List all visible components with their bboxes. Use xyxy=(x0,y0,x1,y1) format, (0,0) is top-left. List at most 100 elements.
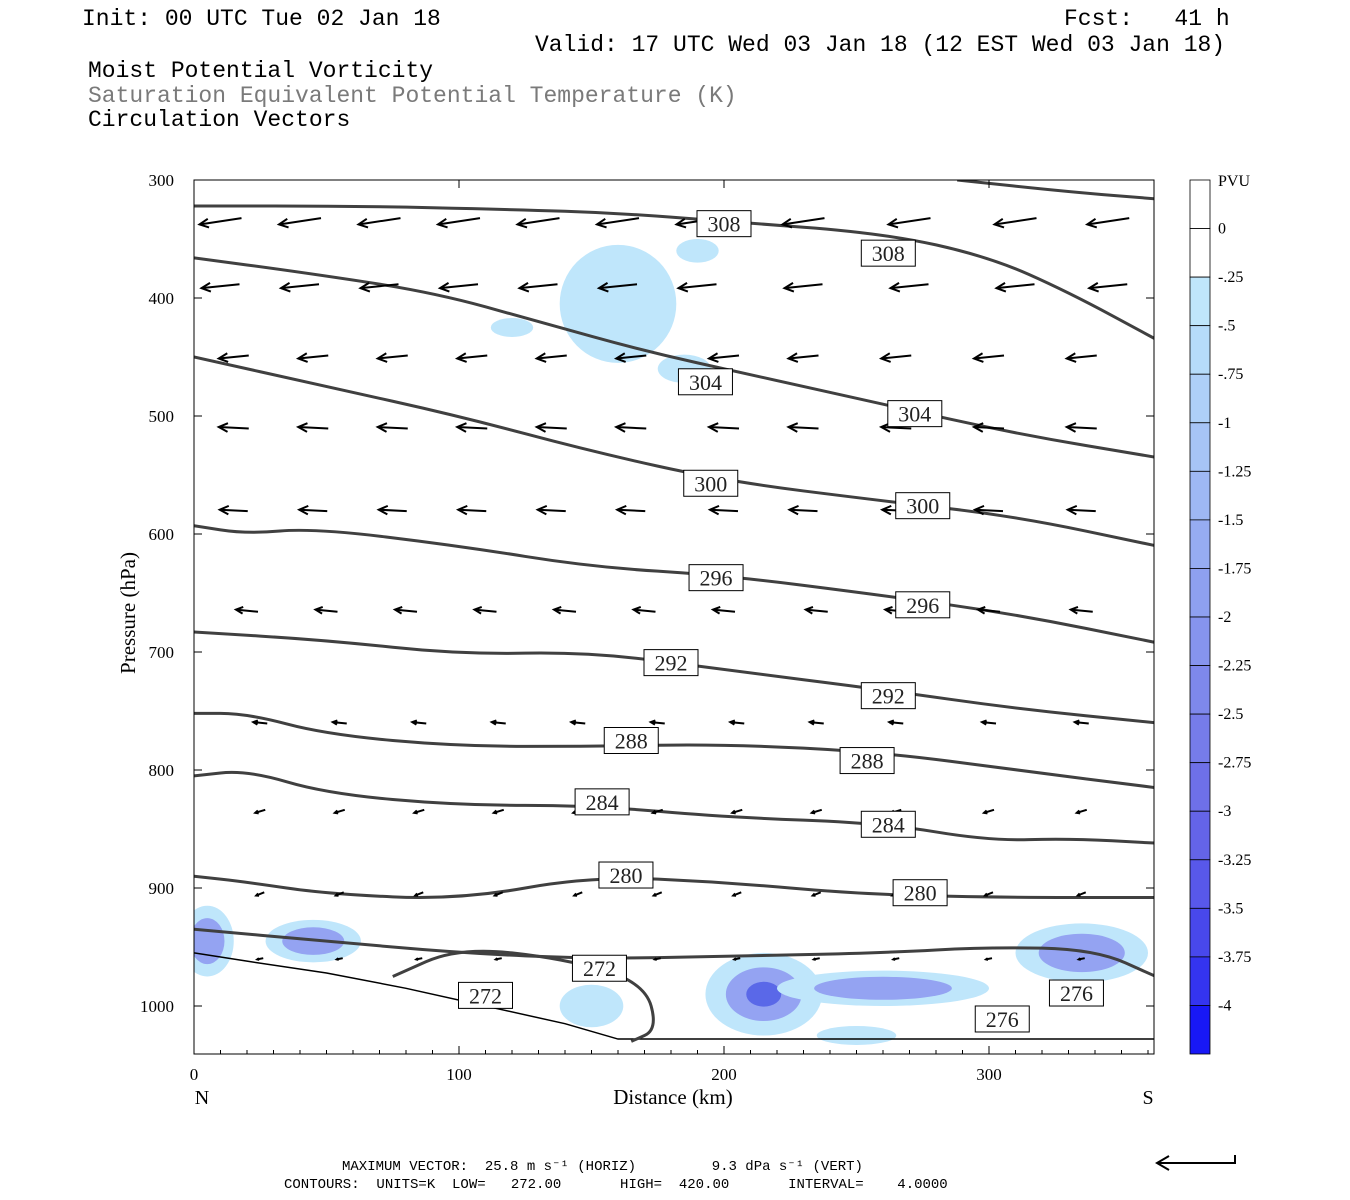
colorbar-swatch xyxy=(1189,373,1211,424)
contour-label-box xyxy=(860,682,916,710)
contour-label: 284 xyxy=(872,812,905,837)
circulation-vector-head xyxy=(489,719,497,726)
circulation-vector xyxy=(457,354,488,360)
circulation-vector-head xyxy=(217,504,230,516)
pv-region-8-1 xyxy=(814,976,952,1000)
contour-label: 296 xyxy=(700,566,733,591)
circulation-vector-head xyxy=(412,809,418,815)
colorbar-label: -3.5 xyxy=(1218,900,1243,917)
circulation-vector xyxy=(437,217,481,226)
circulation-vector-head xyxy=(787,504,799,516)
init-time: Init: 00 UTC Tue 02 Jan 18 xyxy=(82,6,441,32)
circulation-vector xyxy=(253,721,268,725)
contour-label-box xyxy=(892,879,948,907)
circulation-vector xyxy=(981,721,997,725)
circulation-vector xyxy=(616,354,647,360)
theta-contour-312 xyxy=(957,180,1154,201)
colorbar-swatch xyxy=(1189,762,1211,812)
circulation-vector xyxy=(1089,283,1128,290)
max-vector-arrow xyxy=(1157,1155,1236,1164)
y-axis-title: Pressure (hPa) xyxy=(116,552,140,674)
circulation-vector xyxy=(377,354,408,360)
circulation-vector xyxy=(280,283,320,290)
circulation-vector-head xyxy=(455,504,468,516)
circulation-vector-head xyxy=(535,504,548,516)
section-start-label: N xyxy=(195,1087,209,1109)
circulation-vector-head xyxy=(992,217,1005,229)
circulation-vector-head xyxy=(491,809,498,815)
circulation-vector-head xyxy=(596,282,609,293)
circulation-vector-head xyxy=(276,217,289,229)
colorbar-label: -3.75 xyxy=(1218,949,1251,966)
circulation-vector-head xyxy=(1086,282,1099,293)
circulation-vector xyxy=(457,426,488,430)
theta-contour-288 xyxy=(194,711,1154,789)
colorbar-swatch xyxy=(1189,325,1211,375)
circulation-vector-head xyxy=(1072,719,1080,726)
circulation-vector-head xyxy=(568,719,577,726)
x-tick-label: 300 xyxy=(976,1065,1002,1084)
circulation-vector xyxy=(439,283,479,290)
circulation-vector xyxy=(199,217,242,226)
theta-contour-300 xyxy=(194,355,1154,547)
colorbar-label: -1 xyxy=(1218,415,1231,432)
valid-time: Valid: 17 UTC Wed 03 Jan 18 (12 EST Wed … xyxy=(535,32,1226,58)
circulation-vector xyxy=(201,283,240,290)
circulation-vector-head xyxy=(731,892,737,897)
contour-label-box xyxy=(688,564,744,592)
circulation-vector xyxy=(235,608,259,613)
circulation-vector xyxy=(616,426,647,430)
circulation-vector xyxy=(412,721,427,725)
circulation-vector xyxy=(537,508,566,513)
circulation-vector xyxy=(553,608,577,613)
circulation-vector-head xyxy=(971,422,984,433)
colorbar-swatch xyxy=(1189,228,1211,278)
contour-label: 304 xyxy=(898,402,931,427)
contour-label: 308 xyxy=(872,241,905,266)
circulation-vector-head xyxy=(472,606,483,615)
contour-label-box xyxy=(895,492,951,520)
circulation-vector xyxy=(394,608,418,613)
circulation-vector-head xyxy=(413,892,419,897)
circulation-vector-head xyxy=(613,352,626,363)
contour-label: 300 xyxy=(906,494,939,519)
contour-label: 304 xyxy=(689,370,722,395)
circulation-vector-head xyxy=(254,957,260,961)
contour-label-box xyxy=(1048,979,1104,1007)
section-end-label: S xyxy=(1142,1087,1153,1109)
circulation-vector xyxy=(377,426,408,430)
circulation-vector xyxy=(218,354,249,360)
colorbar-label: -2.5 xyxy=(1218,706,1243,723)
contour-label: 276 xyxy=(1060,981,1093,1006)
circulation-vector xyxy=(1066,354,1097,360)
circulation-vector-head xyxy=(435,217,448,229)
circulation-vector-head xyxy=(878,352,891,363)
circulation-vector xyxy=(1066,426,1097,430)
circulation-vector xyxy=(536,426,567,430)
circulation-vector xyxy=(298,354,329,360)
circulation-vector-head xyxy=(780,217,793,229)
circulation-vector-head xyxy=(886,719,895,726)
colorbar-swatch xyxy=(1189,568,1211,618)
contour-label-box xyxy=(860,239,916,267)
circulation-vector-head xyxy=(809,809,816,815)
contour-label: 284 xyxy=(586,790,619,815)
max-vector-note: MAXIMUM VECTOR: 25.8 m s⁻¹ (HORIZ) 9.3 d… xyxy=(342,1159,863,1175)
circulation-vector-head xyxy=(982,892,988,897)
contour-label-box xyxy=(974,1005,1030,1033)
circulation-vector-head xyxy=(731,957,737,961)
circulation-vector-head xyxy=(651,892,657,897)
circulation-vector-head xyxy=(971,352,984,363)
circulation-vector-head xyxy=(197,217,210,229)
circulation-vector xyxy=(650,721,665,725)
circulation-vector-head xyxy=(454,352,467,363)
circulation-vector xyxy=(299,508,328,513)
contour-label-box xyxy=(603,727,659,754)
circulation-vector-head xyxy=(652,957,658,961)
max-vector-arrow-head xyxy=(1155,1155,1170,1171)
pv-region-1-0 xyxy=(676,239,719,263)
circulation-vector xyxy=(712,608,736,613)
field-title-vectors: Circulation Vectors xyxy=(88,107,351,133)
circulation-vector xyxy=(633,608,656,613)
circulation-vector-head xyxy=(333,892,339,897)
